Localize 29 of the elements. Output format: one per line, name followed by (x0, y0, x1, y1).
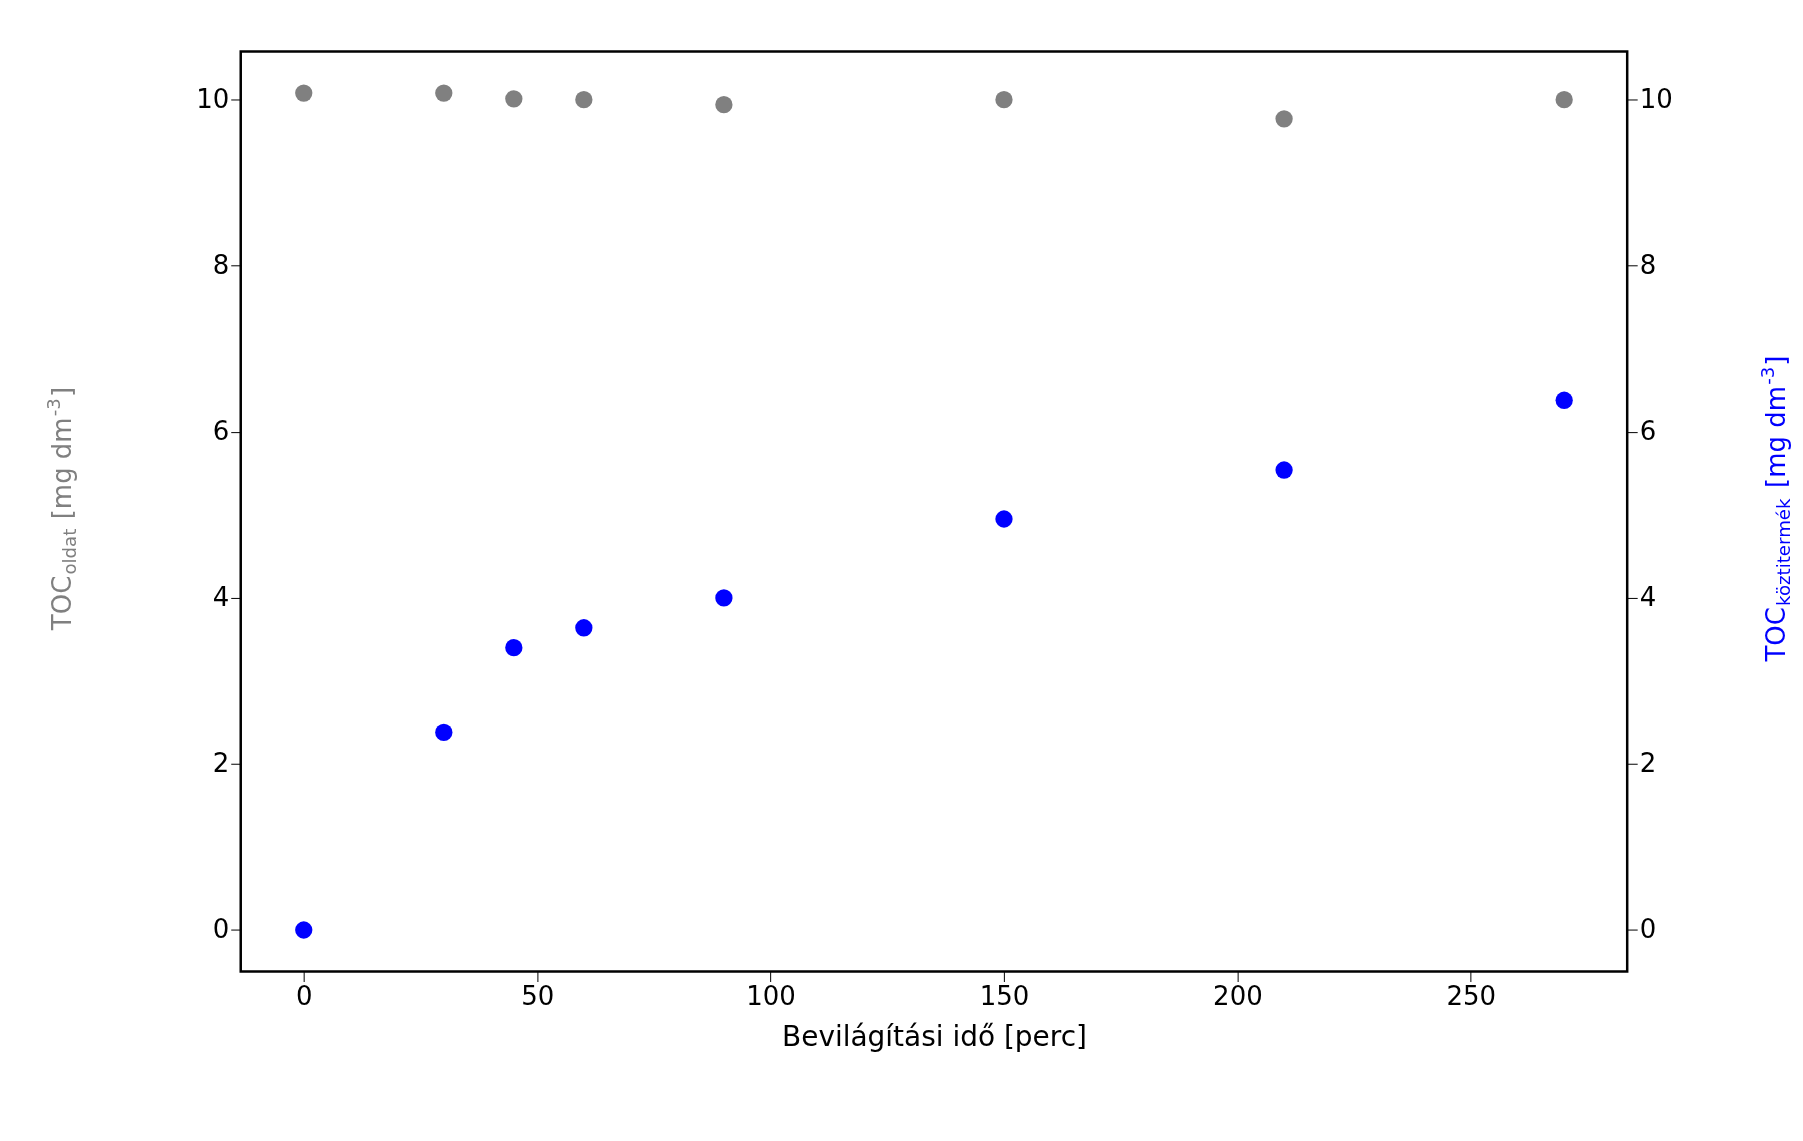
x-tick-label: 100 (746, 980, 796, 1011)
point (995, 510, 1013, 528)
y2-axis-title: TOCköztitermék [mg dm-3] (1757, 355, 1794, 663)
y-tick-label: 10 (196, 84, 230, 115)
x-axis-title: Bevilágítási idő [perc] (782, 1019, 1087, 1053)
point (1275, 461, 1293, 479)
y2-tick-label: 4 (1639, 582, 1657, 613)
y2-tick-label: 10 (1639, 84, 1673, 115)
x-tick-label: 250 (1446, 980, 1497, 1011)
point (435, 723, 453, 742)
point (505, 639, 523, 657)
point (1555, 391, 1573, 409)
y2-tick-label: 6 (1639, 416, 1657, 447)
point (575, 619, 593, 637)
y-tick-label: 2 (212, 748, 230, 779)
point (715, 589, 733, 607)
y2-tick-label: 2 (1639, 748, 1657, 779)
y-tick-label: 8 (212, 250, 230, 281)
x-tick-label: 50 (521, 980, 555, 1011)
y2-tick-label: 8 (1639, 250, 1657, 281)
x-tick-label: 0 (295, 980, 313, 1011)
y2-tick-label: 0 (1639, 914, 1657, 945)
x-tick-label: 200 (1213, 980, 1263, 1011)
point (295, 921, 313, 939)
y-tick-label: 0 (212, 914, 230, 945)
y-tick-label: 4 (212, 582, 230, 613)
y-axis-title: TOColdat [mg dm-3] (43, 386, 80, 632)
y-tick-label: 6 (212, 416, 230, 447)
x-tick-label: 150 (979, 980, 1030, 1011)
